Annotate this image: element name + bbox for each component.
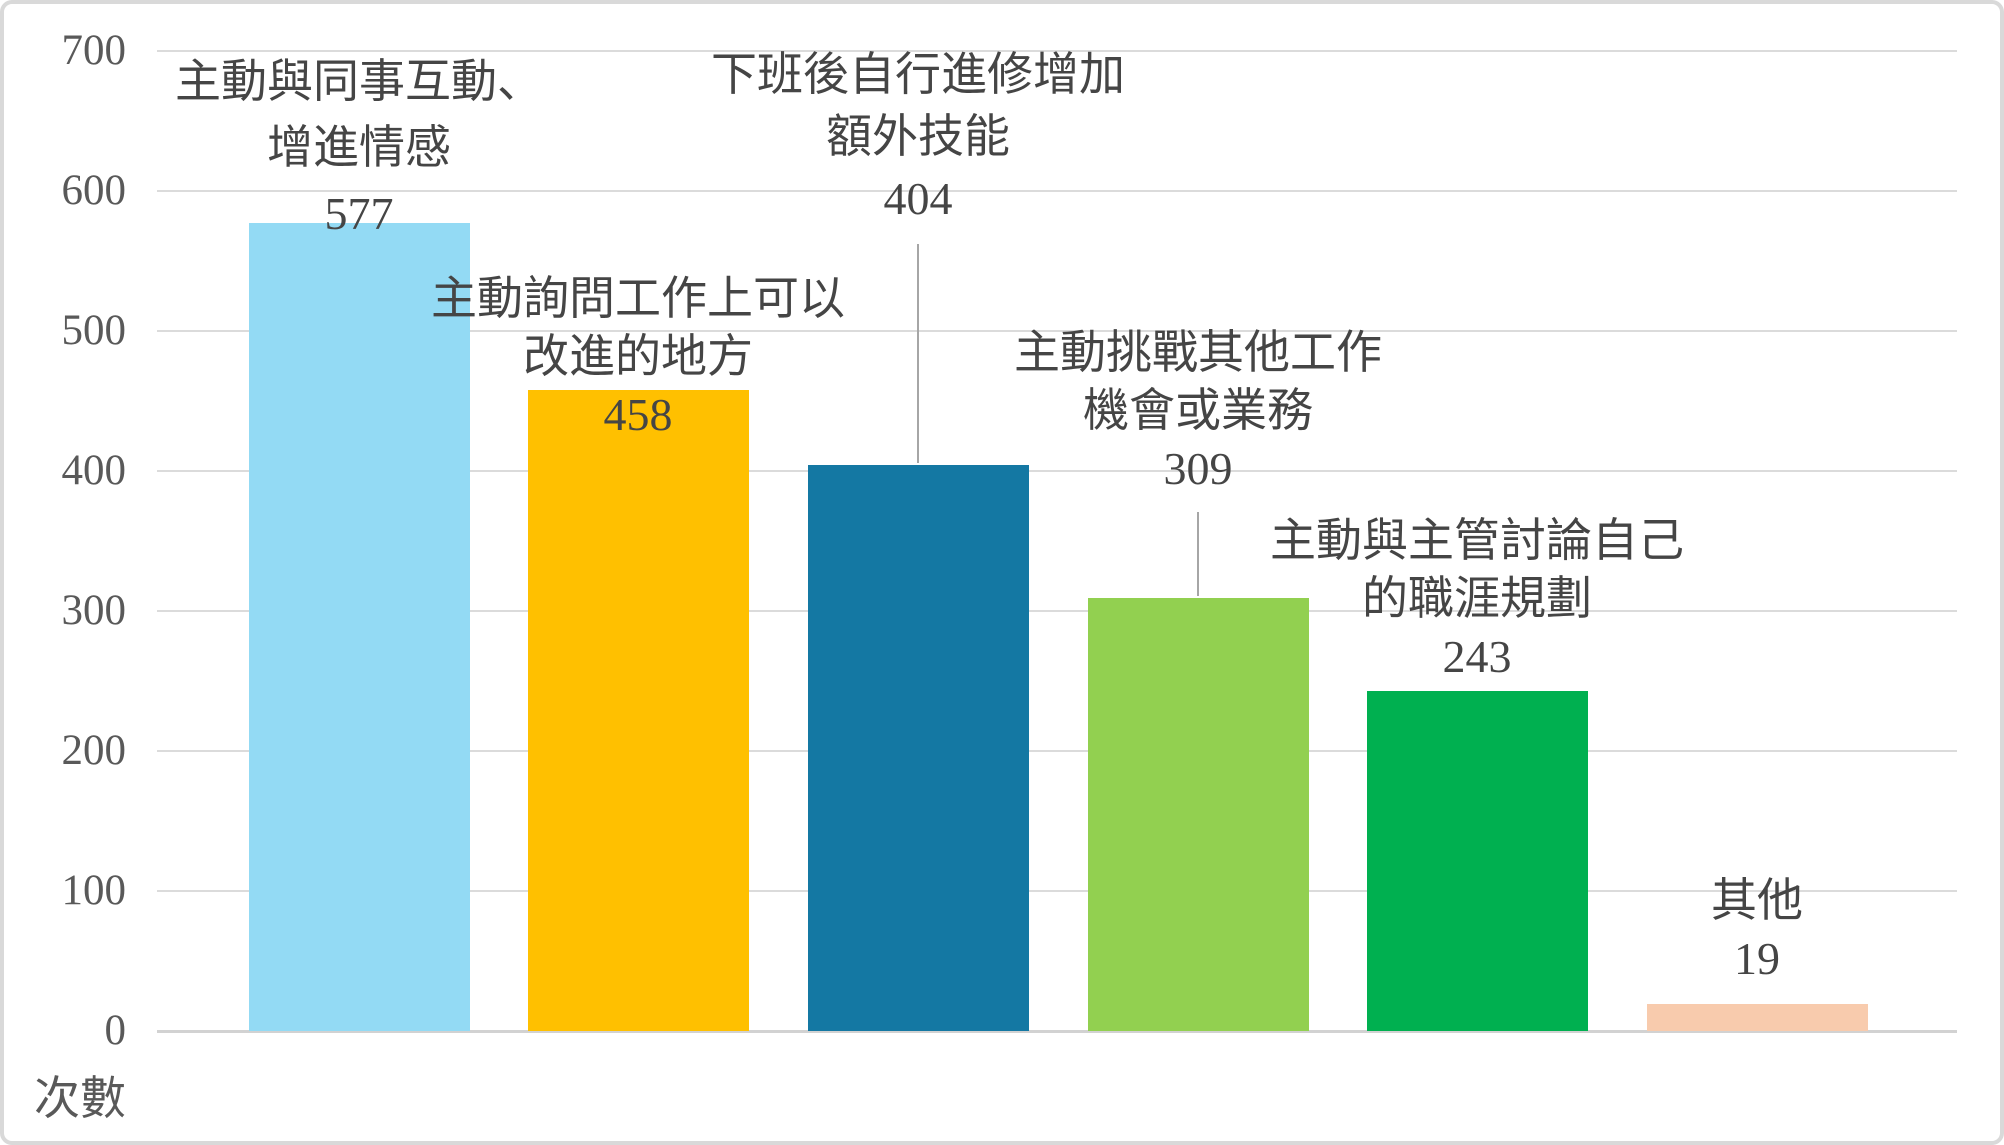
bar-1	[249, 223, 470, 1031]
bar-label-text: 的職涯規劃	[1362, 573, 1592, 624]
bar-label-value: 404	[883, 173, 953, 224]
bar-5	[1367, 691, 1588, 1031]
bar-label-value: 19	[1734, 933, 1780, 984]
bar-label-1: 主動與同事互動、 增進情感 577	[49, 49, 669, 247]
bar-label-3: 下班後自行進修增加 額外技能 404	[608, 44, 1228, 230]
leader-line-3	[917, 244, 919, 463]
y-tick-0: 0	[104, 1007, 127, 1054]
bar-label-text: 主動與同事互動、	[175, 56, 543, 107]
bar-label-text: 主動挑戰其他工作	[1014, 327, 1382, 378]
gridline-400	[157, 470, 1957, 472]
gridline-100	[157, 890, 1957, 892]
bar-3	[808, 465, 1029, 1031]
bar-label-6: 其他 19	[1447, 872, 2000, 988]
bar-label-text: 主動與主管討論自己	[1270, 515, 1684, 566]
bar-label-5: 主動與主管討論自己 的職涯規劃 243	[1167, 512, 1787, 686]
y-tick-600: 600	[61, 167, 127, 214]
bar-label-value: 577	[324, 188, 394, 239]
bar-label-4: 主動挑戰其他工作 機會或業務 309	[888, 324, 1508, 498]
bar-6	[1647, 1004, 1868, 1031]
bar-label-text: 改進的地方	[523, 331, 753, 382]
bar-label-value: 243	[1442, 631, 1512, 682]
y-tick-300: 300	[61, 587, 127, 634]
gridline-700	[157, 50, 1957, 52]
bar-label-text: 其他	[1711, 875, 1803, 926]
gridline-600	[157, 190, 1957, 192]
bar-label-text: 增進情感	[267, 122, 451, 173]
gridline-300	[157, 610, 1957, 612]
bar-label-2: 主動詢問工作上可以 改進的地方 458	[328, 270, 948, 444]
bar-label-text: 下班後自行進修增加	[711, 49, 1125, 100]
bar-2	[528, 390, 749, 1031]
y-tick-400: 400	[61, 447, 127, 494]
y-tick-100: 100	[61, 867, 127, 914]
y-tick-500: 500	[61, 307, 127, 354]
bar-4	[1088, 598, 1309, 1031]
y-tick-200: 200	[61, 727, 127, 774]
leader-line-4	[1197, 512, 1199, 596]
gridline-0	[157, 1030, 1957, 1033]
y-axis-title: 次數	[34, 1073, 126, 1124]
bar-label-text: 機會或業務	[1083, 385, 1313, 436]
y-tick-700: 700	[61, 27, 127, 74]
gridline-200	[157, 750, 1957, 752]
bar-label-value: 458	[603, 389, 673, 440]
bar-label-value: 309	[1163, 443, 1233, 494]
bar-label-text: 主動詢問工作上可以	[431, 273, 845, 324]
bar-label-text: 額外技能	[826, 111, 1010, 162]
gridline-500	[157, 330, 1957, 332]
